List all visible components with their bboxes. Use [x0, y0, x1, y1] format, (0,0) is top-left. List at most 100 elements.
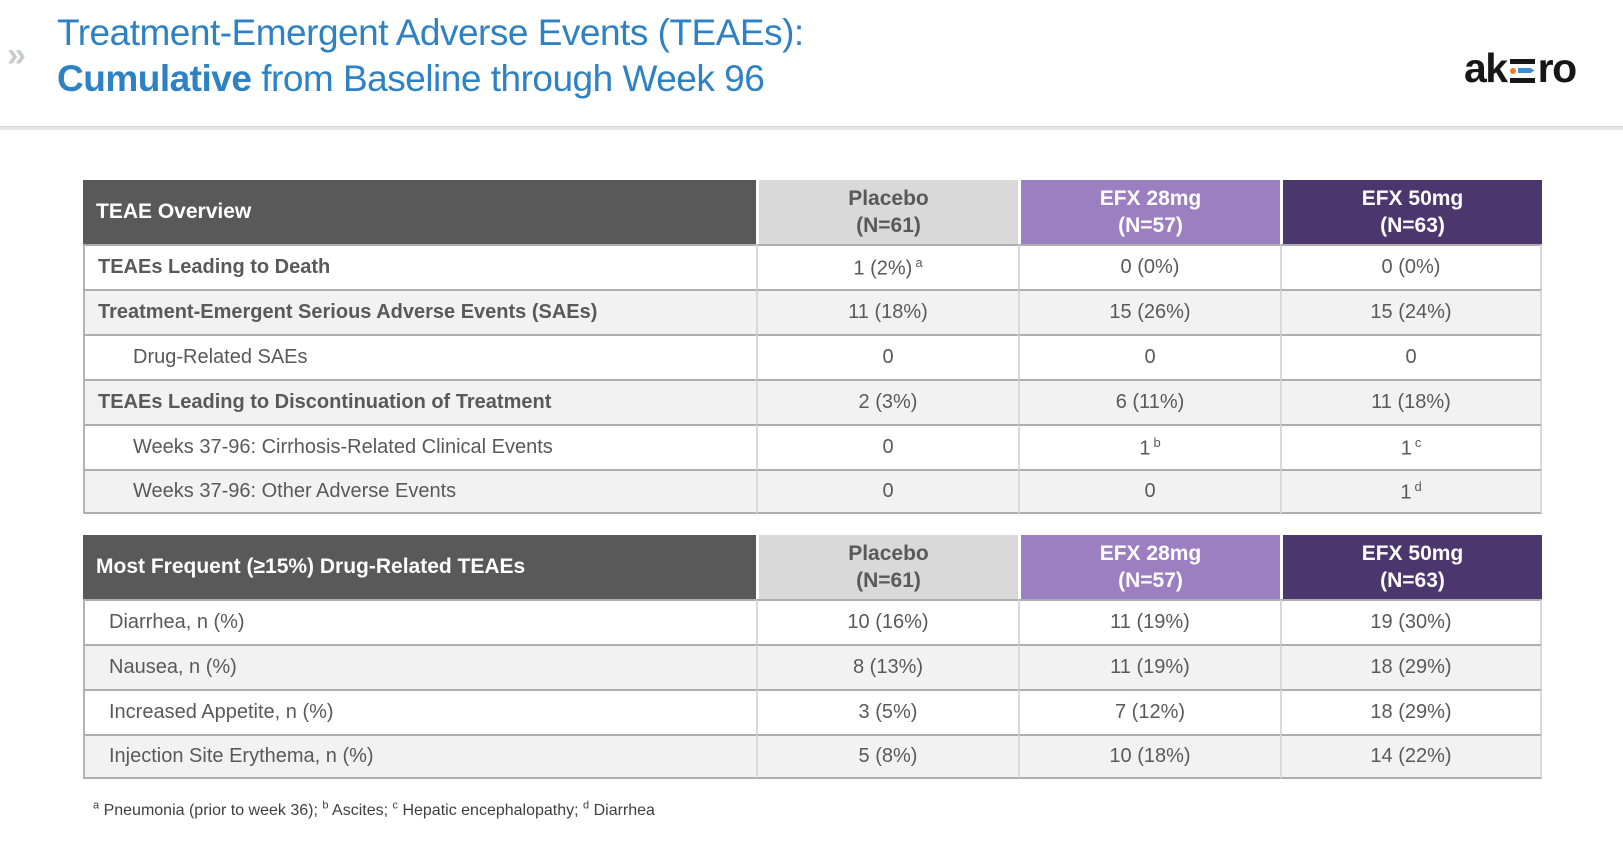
logo-e-top-bar: [1509, 58, 1535, 64]
data-cell: 3 (5%): [756, 689, 1018, 734]
footnote-marker: d: [583, 800, 590, 812]
data-cell-value: 7 (12%): [1114, 701, 1186, 723]
column-header: EFX 50mg (N=63): [1280, 180, 1542, 244]
slide-title-line2: Cumulative from Baseline through Week 96: [57, 56, 804, 102]
table-header-row: TEAE Overview Placebo (N=61) EFX 28mg (N=57)…: [83, 180, 1542, 244]
data-cell-value: 3 (5%): [858, 701, 918, 723]
data-cell: 0 (0%): [1280, 244, 1542, 289]
column-header-n: (N=63): [1380, 214, 1445, 237]
data-cell-value: 14 (22%): [1370, 745, 1452, 767]
footnote: a Pneumonia (prior to week 36); b Ascite…: [83, 800, 1542, 820]
row-label: Nausea, n (%): [83, 644, 756, 689]
column-header: Placebo (N=61): [756, 535, 1018, 599]
data-cell-value: 6 (11%): [1115, 391, 1185, 413]
teae-overview-table: TEAE Overview Placebo (N=61) EFX 28mg (N=57)…: [83, 180, 1542, 514]
column-header-n: (N=57): [1118, 214, 1183, 237]
logo-orange-dot-icon: [1509, 67, 1516, 74]
table-row: Weeks 37-96: Cirrhosis-Related Clinical …: [83, 424, 1542, 469]
data-cell-value: 10 (18%): [1109, 745, 1191, 767]
logo-blue-arrow-icon: [1517, 68, 1535, 73]
table-row: Injection Site Erythema, n (%) 5 (8%) 10 (…: [83, 734, 1542, 779]
data-cell: 0: [756, 424, 1018, 469]
data-cell: 15 (24%): [1280, 289, 1542, 334]
data-cell-footnote-marker: a: [915, 254, 923, 270]
column-header-name: EFX 50mg: [1361, 187, 1464, 210]
data-cell: 7 (12%): [1018, 689, 1280, 734]
data-cell-value: 0: [882, 480, 894, 502]
footnote-item: a Pneumonia (prior to week 36);: [93, 800, 323, 820]
data-cell-value: 5 (8%): [858, 745, 918, 767]
data-cell: 14 (22%): [1280, 734, 1542, 779]
table-section-title: TEAE Overview: [83, 180, 756, 244]
column-header: EFX 28mg (N=57): [1018, 180, 1280, 244]
table-row: Drug-Related SAEs 0 0 0: [83, 334, 1542, 379]
footnote-item: b Ascites;: [322, 800, 393, 820]
row-label: TEAEs Leading to Death: [83, 244, 756, 289]
footnote-item: c Hepatic encephalopathy;: [392, 800, 584, 820]
data-cell-value: 0: [1144, 480, 1156, 502]
footnote-marker: c: [392, 800, 399, 812]
data-cell-value: 0: [882, 346, 894, 368]
column-header: EFX 50mg (N=63): [1280, 535, 1542, 599]
table-row: Treatment-Emergent Serious Adverse Event…: [83, 289, 1542, 334]
row-label: Injection Site Erythema, n (%): [83, 734, 756, 779]
logo-e-mid-row: [1509, 67, 1535, 74]
column-header-n: (N=61): [856, 569, 921, 592]
data-cell-value: 18 (29%): [1370, 701, 1452, 723]
data-cell: 11 (19%): [1018, 644, 1280, 689]
drug-related-teae-table: Most Frequent (≥15%) Drug-Related TEAEs P…: [83, 535, 1542, 779]
column-header-name: Placebo: [848, 187, 929, 210]
akero-logo: ak ro: [1464, 48, 1577, 89]
footnote-marker: a: [93, 800, 100, 812]
column-header: EFX 28mg (N=57): [1018, 535, 1280, 599]
data-cell-value: 0: [1144, 346, 1156, 368]
table-row: Weeks 37-96: Other Adverse Events 0 0 1 d: [83, 469, 1542, 514]
data-cell: 11 (18%): [1280, 379, 1542, 424]
data-cell-footnote-marker: b: [1153, 434, 1161, 450]
data-cell: 1 (2%) a: [756, 244, 1018, 289]
table-section-title: Most Frequent (≥15%) Drug-Related TEAEs: [83, 535, 756, 599]
data-cell-value: 11 (19%): [1110, 611, 1190, 633]
column-header-n: (N=61): [856, 214, 921, 237]
slide-title-line2-rest: from Baseline through Week 96: [251, 58, 765, 99]
data-cell-value: 8 (13%): [852, 656, 924, 678]
data-cell: 0: [1018, 469, 1280, 514]
data-cell-footnote-marker: d: [1414, 478, 1422, 494]
data-cell-value: 11 (18%): [1371, 391, 1451, 413]
slide-title: Treatment-Emergent Adverse Events (TEAEs…: [57, 10, 804, 102]
data-cell: 5 (8%): [756, 734, 1018, 779]
data-cell-value: 1: [1139, 437, 1151, 460]
column-header-name: EFX 28mg: [1099, 187, 1202, 210]
data-cell-value: 11 (18%): [848, 301, 928, 323]
data-cell-value: 1: [1400, 437, 1412, 460]
data-cell-value: 0 (0%): [1120, 256, 1180, 278]
column-header-name: Placebo: [848, 542, 929, 565]
data-cell: 0: [1280, 334, 1542, 379]
data-cell: 10 (18%): [1018, 734, 1280, 779]
data-cell: 11 (19%): [1018, 599, 1280, 644]
slide-title-line2-emphasis: Cumulative: [57, 58, 252, 99]
double-chevron-icon: »: [7, 36, 26, 74]
column-header-n: (N=63): [1380, 569, 1445, 592]
table-row: Increased Appetite, n (%) 3 (5%) 7 (12%) 18…: [83, 689, 1542, 734]
tables-container: TEAE Overview Placebo (N=61) EFX 28mg (N=57)…: [83, 180, 1542, 820]
data-cell-value: 15 (26%): [1109, 301, 1191, 323]
data-cell-value: 1 (2%): [853, 257, 913, 280]
data-cell-value: 2 (3%): [858, 391, 918, 413]
table-header-row: Most Frequent (≥15%) Drug-Related TEAEs P…: [83, 535, 1542, 599]
table-row: Diarrhea, n (%) 10 (16%) 11 (19%) 19 (30%): [83, 599, 1542, 644]
data-cell: 18 (29%): [1280, 689, 1542, 734]
data-cell: 8 (13%): [756, 644, 1018, 689]
data-cell-value: 1: [1400, 481, 1412, 504]
data-cell: 0: [756, 334, 1018, 379]
data-cell: 6 (11%): [1018, 379, 1280, 424]
row-label: Weeks 37-96: Cirrhosis-Related Clinical …: [83, 424, 756, 469]
data-cell: 0: [756, 469, 1018, 514]
logo-e-bottom-bar: [1509, 77, 1535, 83]
column-header-name: EFX 28mg: [1099, 542, 1202, 565]
data-cell: 10 (16%): [756, 599, 1018, 644]
data-cell: 15 (26%): [1018, 289, 1280, 334]
data-cell: 0 (0%): [1018, 244, 1280, 289]
